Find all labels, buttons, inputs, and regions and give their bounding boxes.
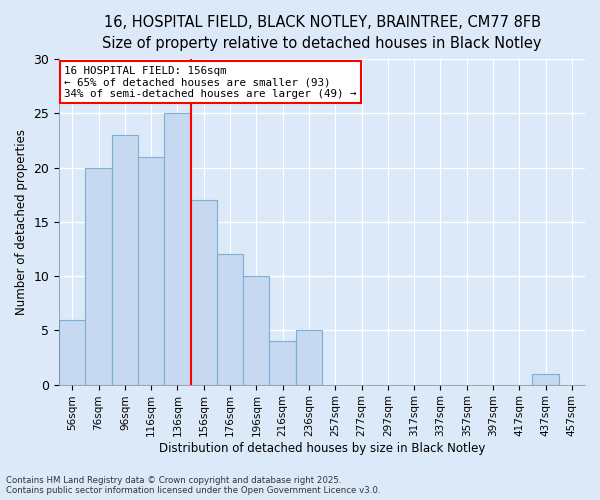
- Bar: [191, 200, 217, 384]
- Y-axis label: Number of detached properties: Number of detached properties: [15, 129, 28, 315]
- Bar: [138, 157, 164, 384]
- Bar: [85, 168, 112, 384]
- Bar: [217, 254, 243, 384]
- Text: 16 HOSPITAL FIELD: 156sqm
← 65% of detached houses are smaller (93)
34% of semi-: 16 HOSPITAL FIELD: 156sqm ← 65% of detac…: [64, 66, 357, 99]
- X-axis label: Distribution of detached houses by size in Black Notley: Distribution of detached houses by size …: [159, 442, 485, 455]
- Bar: [269, 341, 296, 384]
- Bar: [532, 374, 559, 384]
- Bar: [164, 114, 191, 384]
- Bar: [112, 135, 138, 384]
- Bar: [296, 330, 322, 384]
- Text: Contains HM Land Registry data © Crown copyright and database right 2025.
Contai: Contains HM Land Registry data © Crown c…: [6, 476, 380, 495]
- Bar: [243, 276, 269, 384]
- Bar: [59, 320, 85, 384]
- Title: 16, HOSPITAL FIELD, BLACK NOTLEY, BRAINTREE, CM77 8FB
Size of property relative : 16, HOSPITAL FIELD, BLACK NOTLEY, BRAINT…: [103, 15, 542, 51]
